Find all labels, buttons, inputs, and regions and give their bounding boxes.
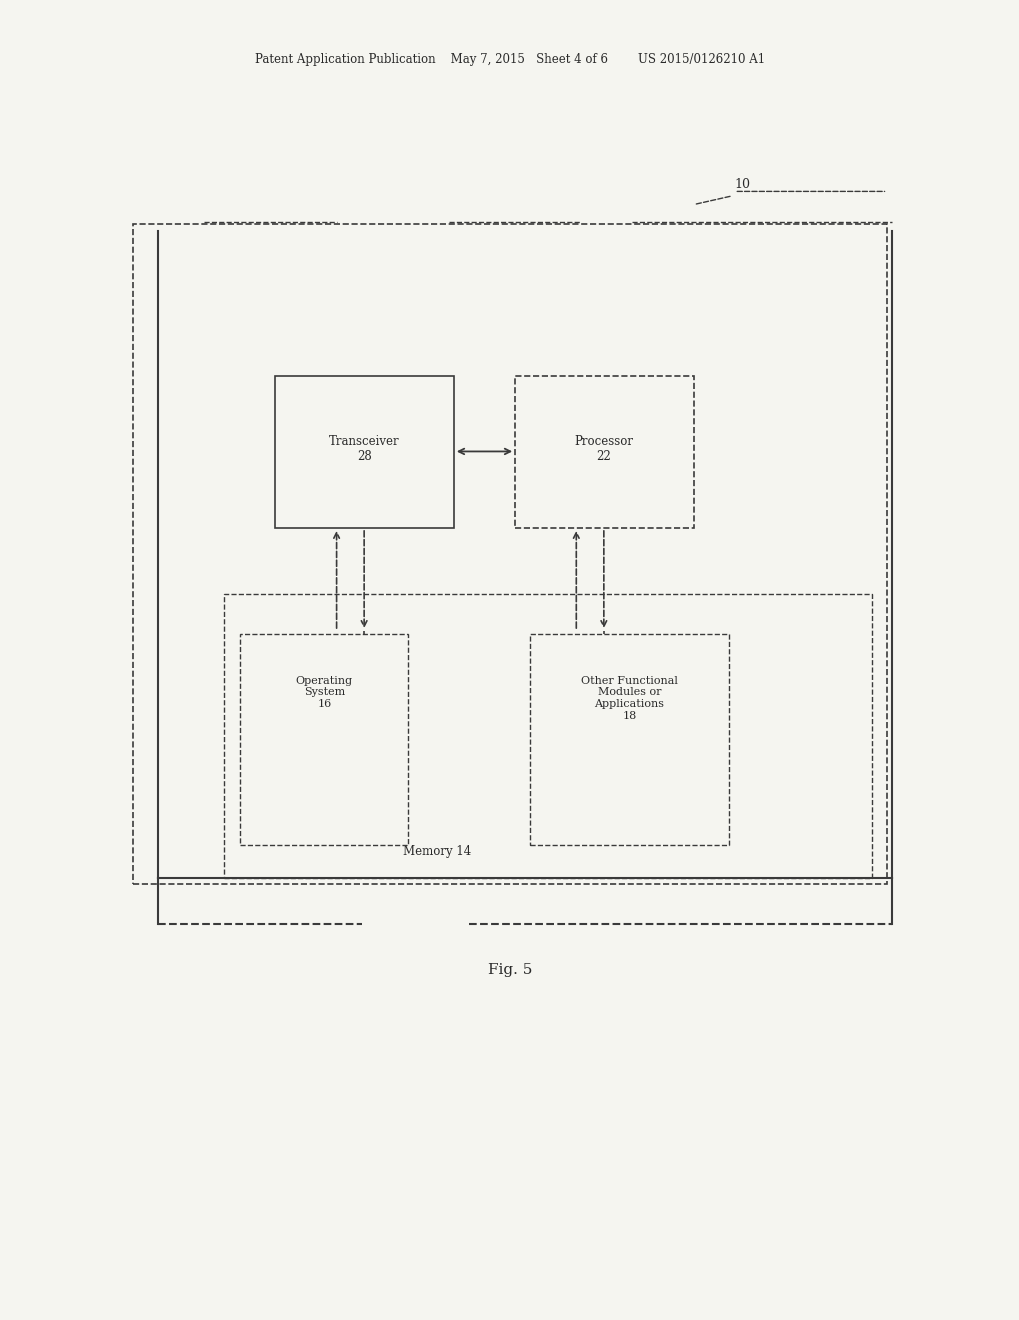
Text: Transceiver
28: Transceiver 28 (328, 434, 399, 463)
Text: Patent Application Publication    May 7, 2015   Sheet 4 of 6        US 2015/0126: Patent Application Publication May 7, 20… (255, 53, 764, 66)
Text: Processor
22: Processor 22 (574, 434, 633, 463)
Text: Fig. 5: Fig. 5 (487, 964, 532, 977)
Text: Memory 14: Memory 14 (403, 845, 471, 858)
Text: Operating
System
16: Operating System 16 (296, 676, 353, 709)
Text: Other Functional
Modules or
Applications
18: Other Functional Modules or Applications… (581, 676, 677, 721)
Text: 10: 10 (734, 178, 750, 191)
